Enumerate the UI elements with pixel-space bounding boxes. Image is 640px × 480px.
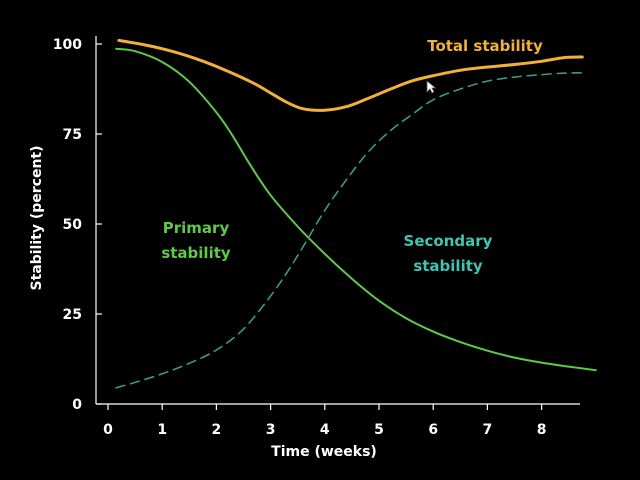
x-tick-label: 3 <box>266 422 276 438</box>
x-tick-label: 4 <box>320 422 330 438</box>
mouse-pointer-icon <box>426 80 436 94</box>
secondary-stability-label-line2: stability <box>413 257 483 275</box>
labels-layer: Stability (percent) Time (weeks) Total s… <box>29 37 543 460</box>
secondary-stability-label-line1: Secondary <box>404 232 493 250</box>
x-tick-label: 8 <box>537 422 547 438</box>
total-stability-line <box>117 38 584 112</box>
x-tick-label: 1 <box>157 422 167 438</box>
series-layer <box>115 38 597 389</box>
y-tick-label: 50 <box>63 217 83 233</box>
axes: 0 25 50 75 100 0 1 2 3 4 5 6 7 8 <box>53 36 580 438</box>
secondary-stability-line <box>115 72 584 389</box>
primary-stability-label-line2: stability <box>161 244 231 262</box>
y-tick-label: 0 <box>72 397 82 413</box>
x-tick-label: 5 <box>374 422 384 438</box>
x-tick-label: 0 <box>103 422 113 438</box>
x-tick-label: 6 <box>428 422 438 438</box>
x-axis-title: Time (weeks) <box>271 444 377 460</box>
primary-stability-line <box>115 47 597 372</box>
y-tick-label: 100 <box>53 37 82 53</box>
total-stability-label: Total stability <box>427 37 543 55</box>
primary-stability-label-line1: Primary <box>163 219 230 237</box>
x-tick-label: 7 <box>483 422 493 438</box>
y-tick-label: 75 <box>63 127 82 143</box>
x-tick-label: 2 <box>212 422 222 438</box>
y-axis-title: Stability (percent) <box>29 145 45 290</box>
y-tick-label: 25 <box>63 307 82 323</box>
